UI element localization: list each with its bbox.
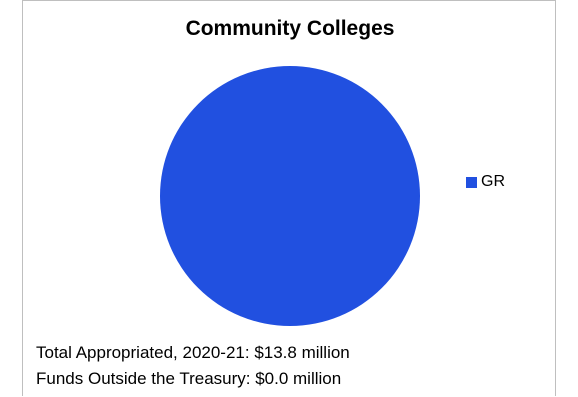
legend-swatch-gr — [466, 176, 477, 188]
chart-title: Community Colleges — [185, 17, 395, 40]
funds-outside-treasury-note: Funds Outside the Treasury: $0.0 million — [36, 369, 342, 388]
pie-slices — [160, 66, 420, 326]
pie-slice-gr — [160, 66, 420, 326]
legend-label-gr: GR — [481, 173, 505, 190]
total-appropriated-note: Total Appropriated, 2020-21: $13.8 milli… — [36, 343, 350, 362]
pie-chart — [160, 66, 420, 326]
chart-frame: Community Colleges GR Total Appropriated… — [22, 0, 556, 396]
legend: GR — [466, 173, 505, 191]
